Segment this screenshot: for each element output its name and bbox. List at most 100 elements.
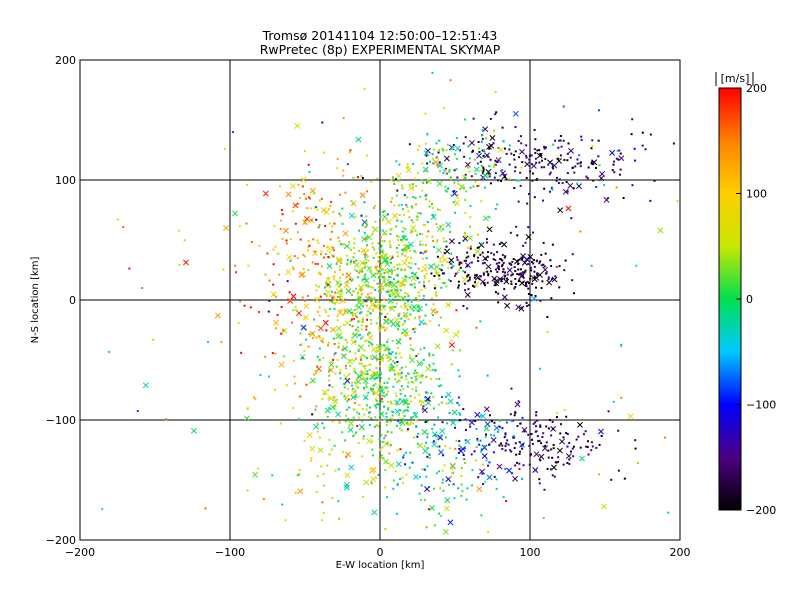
scatter-point <box>521 161 524 164</box>
scatter-point <box>340 288 343 291</box>
scatter-point-x <box>183 259 189 266</box>
scatter-point-x <box>398 279 404 286</box>
scatter-point <box>347 394 350 397</box>
scatter-point <box>439 260 442 263</box>
scatter-point <box>653 179 656 182</box>
scatter-point <box>539 299 542 302</box>
scatter-point-x <box>565 205 572 212</box>
scatter-point <box>457 179 460 182</box>
scatter-point <box>316 475 319 478</box>
scatter-point-x <box>422 448 429 455</box>
scatter-point <box>545 425 548 428</box>
scatter-point <box>508 177 511 180</box>
scatter-point <box>545 441 548 444</box>
x-tick-label: −200 <box>65 546 95 559</box>
colorbar-tick-label: 100 <box>746 188 767 201</box>
scatter-point-x <box>327 367 334 374</box>
scatter-point <box>447 483 450 486</box>
scatter-point <box>519 171 522 174</box>
scatter-point <box>455 256 458 259</box>
scatter-point <box>401 230 404 233</box>
scatter-point <box>649 133 652 136</box>
scatter-point <box>470 453 473 456</box>
scatter-point <box>397 324 400 327</box>
scatter-point <box>464 418 467 421</box>
scatter-point <box>383 298 386 301</box>
scatter-point <box>464 289 467 292</box>
scatter-point <box>324 225 327 228</box>
scatter-point <box>374 376 377 379</box>
scatter-point <box>510 280 513 283</box>
scatter-point-x <box>524 161 531 168</box>
scatter-point <box>362 437 365 440</box>
scatter-point-x <box>326 245 333 252</box>
scatter-point <box>400 420 403 423</box>
scatter-point-x <box>536 152 543 159</box>
scatter-point <box>246 407 249 410</box>
scatter-point <box>578 154 581 157</box>
scatter-point <box>566 461 569 464</box>
scatter-point <box>426 162 429 165</box>
scatter-point <box>426 436 429 439</box>
scatter-point <box>525 144 528 147</box>
scatter-point <box>410 262 413 265</box>
scatter-point <box>381 251 384 254</box>
scatter-point <box>538 262 541 265</box>
scatter-point-x <box>493 424 500 431</box>
scatter-point-x <box>382 257 388 264</box>
scatter-point <box>533 128 536 131</box>
scatter-point <box>415 371 418 374</box>
y-tick-label: −100 <box>46 414 76 427</box>
x-axis-ticks: −200 −100 0 100 200 <box>65 60 691 559</box>
scatter-point-x <box>329 404 336 411</box>
scatter-point <box>321 422 324 425</box>
scatter-point <box>492 142 495 145</box>
scatter-point <box>540 154 543 157</box>
scatter-point <box>424 169 427 172</box>
scatter-point <box>430 272 433 275</box>
scatter-point <box>262 498 265 501</box>
scatter-point <box>380 400 383 403</box>
scatter-point <box>440 286 443 289</box>
scatter-point-x <box>407 241 414 248</box>
scatter-point <box>517 156 520 159</box>
scatter-point <box>294 382 297 385</box>
scatter-point <box>449 262 452 265</box>
scatter-point <box>472 185 475 188</box>
scatter-point <box>338 285 341 288</box>
scatter-point <box>598 443 601 446</box>
scatter-point <box>406 428 409 431</box>
scatter-point <box>417 291 420 294</box>
scatter-point <box>400 184 403 187</box>
scatter-point <box>348 350 351 353</box>
scatter-point <box>435 223 438 226</box>
scatter-point <box>358 362 361 365</box>
scatter-point <box>388 348 391 351</box>
scatter-point <box>551 188 554 191</box>
scatter-point <box>409 421 412 424</box>
scatter-point <box>404 228 407 231</box>
scatter-point <box>306 207 309 210</box>
scatter-point <box>359 269 362 272</box>
scatter-point <box>466 307 469 310</box>
scatter-point <box>328 286 331 289</box>
scatter-point <box>519 268 522 271</box>
scatter-point <box>352 256 355 259</box>
scatter-point <box>383 391 386 394</box>
scatter-point-x <box>501 241 508 248</box>
scatter-point <box>376 403 379 406</box>
scatter-point <box>517 268 520 271</box>
scatter-point-x <box>394 399 401 406</box>
scatter-point-x <box>451 190 458 197</box>
scatter-point <box>387 290 390 293</box>
scatter-point <box>392 410 395 413</box>
scatter-point <box>374 220 377 223</box>
scatter-point <box>423 285 426 288</box>
scatter-point <box>383 271 386 274</box>
scatter-point-x <box>445 476 452 483</box>
scatter-point <box>348 406 351 409</box>
scatter-point <box>505 152 508 155</box>
scatter-point <box>401 187 404 190</box>
scatter-point <box>300 343 303 346</box>
scatter-point-x <box>282 227 289 234</box>
